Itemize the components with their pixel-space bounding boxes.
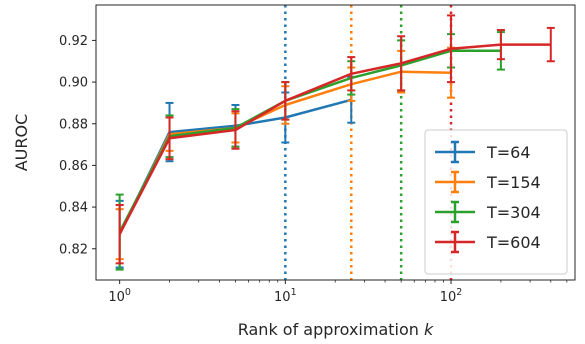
y-tick-label: 0.84 bbox=[59, 201, 88, 216]
legend-box bbox=[424, 129, 568, 275]
legend-label: T=304 bbox=[486, 203, 541, 222]
y-tick-label: 0.90 bbox=[59, 76, 88, 91]
error-bar bbox=[281, 81, 290, 121]
legend-swatch bbox=[435, 230, 475, 254]
y-tick-label: 0.82 bbox=[59, 242, 88, 257]
x-tick-label: 101 bbox=[274, 287, 297, 305]
legend-swatch bbox=[435, 170, 475, 194]
legend-entry-0: T=64 bbox=[435, 140, 531, 164]
error-bar bbox=[347, 56, 356, 92]
legend-entry-1: T=154 bbox=[435, 170, 541, 194]
y-tick-label: 0.88 bbox=[59, 117, 88, 132]
x-tick-label: 102 bbox=[440, 287, 463, 305]
error-bar bbox=[231, 110, 240, 150]
y-axis: 0.82 0.84 0.86 0.88 0.90 0.92 bbox=[59, 34, 96, 257]
error-bar bbox=[397, 35, 406, 92]
y-tick-label: 0.92 bbox=[59, 34, 88, 49]
legend-label: T=154 bbox=[486, 173, 541, 192]
error-bar bbox=[496, 29, 505, 61]
legend-swatch bbox=[435, 140, 475, 164]
y-axis-label: AUROC bbox=[12, 114, 31, 172]
x-axis-label-variable: k bbox=[424, 320, 434, 339]
series-line-2 bbox=[118, 49, 501, 233]
legend-swatch bbox=[435, 200, 475, 224]
x-axis-label: Rank of approximation k bbox=[238, 320, 434, 339]
legend-entry-2: T=304 bbox=[435, 200, 541, 224]
legend-label: T=604 bbox=[486, 233, 541, 252]
x-tick-label: 100 bbox=[108, 287, 131, 305]
error-bar bbox=[165, 116, 174, 161]
legend-label: T=64 bbox=[486, 143, 531, 162]
series-3 bbox=[115, 14, 555, 265]
series-layer bbox=[115, 14, 555, 271]
error-bar bbox=[115, 204, 124, 265]
legend: T=64 T=154 T=304 T=604 bbox=[424, 129, 568, 275]
y-tick-label: 0.86 bbox=[59, 159, 88, 174]
x-axis: 100 101 102 bbox=[108, 280, 568, 305]
x-axis-label-text: Rank of approximation bbox=[238, 320, 419, 339]
error-bar bbox=[546, 26, 555, 63]
legend-entry-3: T=604 bbox=[435, 230, 541, 254]
error-bar bbox=[447, 14, 456, 84]
